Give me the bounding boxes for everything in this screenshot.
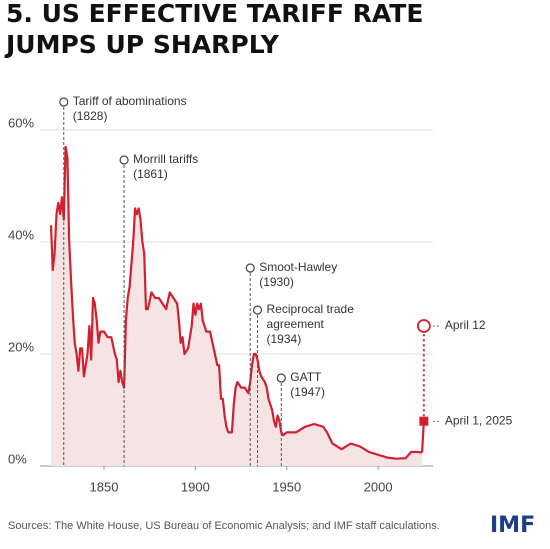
x-tick-label: 1900 — [181, 479, 210, 494]
y-tick-label: 0% — [8, 451, 27, 466]
event-label: Smoot-Hawley — [259, 260, 337, 274]
marker-label: April 12 — [445, 318, 486, 332]
y-tick-label: 60% — [8, 115, 34, 130]
chart-title: 5. US EFFECTIVE TARIFF RATE — [6, 0, 423, 28]
source-note: Sources: The White House, US Bureau of E… — [8, 520, 440, 532]
event-label: (1947) — [290, 385, 325, 399]
logo: IMF — [490, 513, 535, 538]
event-label: GATT — [290, 370, 322, 384]
event-label: (1930) — [259, 275, 294, 289]
y-tick-label: 40% — [8, 227, 34, 242]
area — [50, 146, 423, 467]
event-marker — [276, 373, 286, 383]
event-label: agreement — [267, 317, 325, 331]
event-marker — [245, 263, 255, 273]
event-label: Morrill tariffs — [133, 152, 198, 166]
event-label: (1934) — [267, 332, 302, 346]
marker-label: April 1, 2025 — [445, 413, 513, 427]
event-label: Reciprocal trade — [267, 302, 355, 316]
event-marker — [59, 97, 69, 107]
event-label: (1828) — [73, 109, 108, 123]
event-label: (1861) — [133, 167, 168, 181]
x-tick-label: 1950 — [272, 479, 301, 494]
y-tick-label: 20% — [8, 339, 34, 354]
connector — [420, 421, 425, 453]
line — [49, 145, 423, 460]
x-tick-label: 2000 — [364, 479, 393, 494]
event-label: Tariff of abominations — [73, 94, 187, 108]
event-marker — [252, 305, 263, 315]
x-tick-label: 1850 — [90, 479, 119, 494]
event-marker — [119, 155, 129, 165]
chart-title: JUMPS UP SHARPLY — [4, 30, 280, 59]
marker — [419, 416, 429, 426]
marker — [416, 319, 431, 333]
